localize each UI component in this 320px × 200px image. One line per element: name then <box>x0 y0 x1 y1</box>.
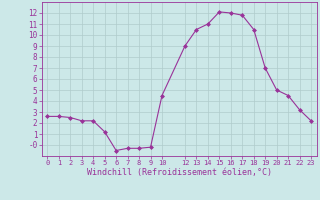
X-axis label: Windchill (Refroidissement éolien,°C): Windchill (Refroidissement éolien,°C) <box>87 168 272 177</box>
